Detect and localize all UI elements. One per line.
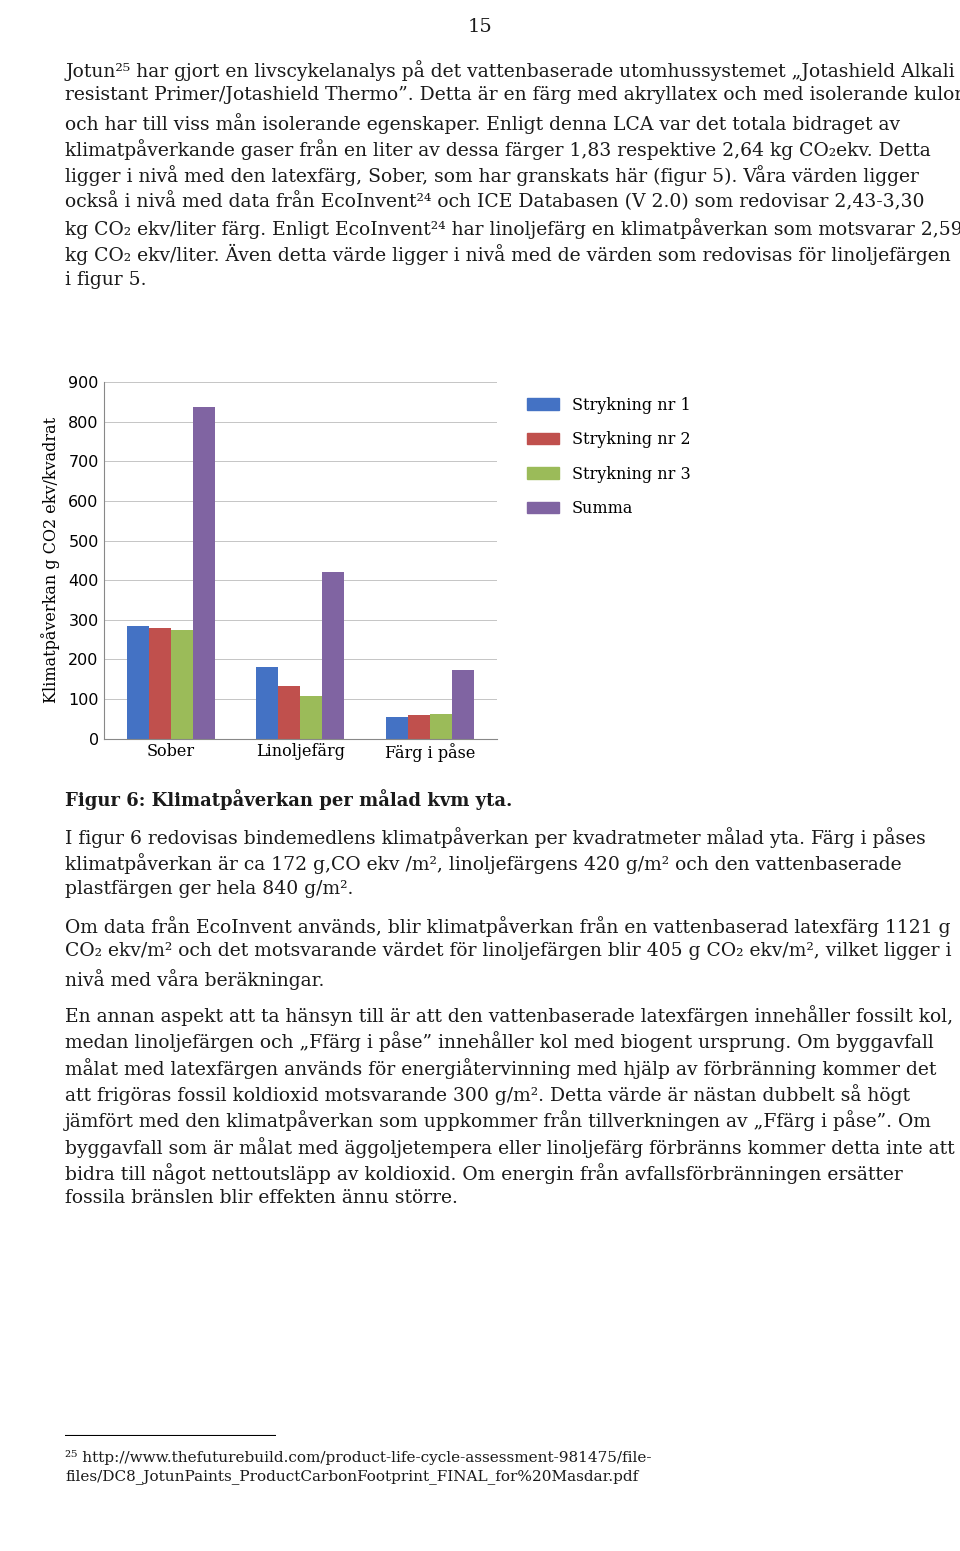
Text: också i nivå med data från EcoInvent²⁴ och ICE Databasen (V 2.0) som redovisar 2: också i nivå med data från EcoInvent²⁴ o…: [65, 192, 924, 211]
Bar: [127, 625, 149, 738]
Text: medan linoljefärgen och „Ffärg i påse” innehåller kol med biogent ursprung. Om b: medan linoljefärgen och „Ffärg i påse” i…: [65, 1031, 934, 1052]
Text: bidra till något nettoutsläpp av koldioxid. Om energin från avfallsförbränningen: bidra till något nettoutsläpp av koldiox…: [65, 1163, 903, 1183]
Bar: [323, 572, 345, 738]
Text: CO₂ ekv/m² och det motsvarande värdet för linoljefärgen blir 405 g CO₂ ekv/m², v: CO₂ ekv/m² och det motsvarande värdet fö…: [65, 943, 951, 960]
Text: jämfört med den klimatpåverkan som uppkommer från tillverkningen av „Ffärg i pås: jämfört med den klimatpåverkan som uppko…: [65, 1111, 932, 1131]
Legend: Strykning nr 1, Strykning nr 2, Strykning nr 3, Summa: Strykning nr 1, Strykning nr 2, Stryknin…: [521, 391, 697, 524]
Text: resistant Primer/Jotashield Thermo”. Detta är en färg med akryllatex och med iso: resistant Primer/Jotashield Thermo”. Det…: [65, 87, 960, 104]
Text: klimatpåverkande gaser från en liter av dessa färger 1,83 respektive 2,64 kg CO₂: klimatpåverkande gaser från en liter av …: [65, 140, 931, 160]
Bar: [171, 630, 193, 738]
Text: ligger i nivå med den latexfärg, Sober, som har granskats här (figur 5). Våra vä: ligger i nivå med den latexfärg, Sober, …: [65, 166, 919, 186]
Bar: [149, 628, 171, 738]
Bar: [300, 696, 323, 738]
Bar: [408, 715, 430, 738]
Text: byggavfall som är målat med äggoljetempera eller linoljefärg förbränns kommer de: byggavfall som är målat med äggoljetempe…: [65, 1137, 955, 1157]
Text: 15: 15: [468, 19, 492, 36]
Text: Om data från EcoInvent används, blir klimatpåverkan från en vattenbaserad latexf: Om data från EcoInvent används, blir kli…: [65, 917, 950, 937]
Y-axis label: Klimatpåverkan g CO2 ekv/kvadrat: Klimatpåverkan g CO2 ekv/kvadrat: [41, 417, 60, 704]
Text: Figur 6: Klimatpåverkan per målad kvm yta.: Figur 6: Klimatpåverkan per målad kvm yt…: [65, 789, 513, 810]
Text: målat med latexfärgen används för energiåtervinning med hjälp av förbränning kom: målat med latexfärgen används för energi…: [65, 1058, 937, 1078]
Text: och har till viss mån isolerande egenskaper. Enligt denna LCA var det totala bid: och har till viss mån isolerande egenska…: [65, 113, 900, 133]
Text: En annan aspekt att ta hänsyn till är att den vattenbaserade latexfärgen innehål: En annan aspekt att ta hänsyn till är at…: [65, 1005, 953, 1025]
Text: klimatpåverkan är ca 172 g,CO ekv /m², linoljefärgens 420 g/m² och den vattenbas: klimatpåverkan är ca 172 g,CO ekv /m², l…: [65, 853, 901, 875]
Text: i figur 5.: i figur 5.: [65, 270, 147, 288]
Text: I figur 6 redovisas bindemedlens klimatpåverkan per kvadratmeter målad yta. Färg: I figur 6 redovisas bindemedlens klimatp…: [65, 827, 926, 848]
Bar: [256, 667, 278, 738]
Bar: [452, 670, 474, 738]
Text: ²⁵ http://www.thefuturebuild.com/product-life-cycle-assessment-981475/file-: ²⁵ http://www.thefuturebuild.com/product…: [65, 1450, 652, 1466]
Text: files/DC8_JotunPaints_ProductCarbonFootprint_FINAL_for%20Masdar.pdf: files/DC8_JotunPaints_ProductCarbonFootp…: [65, 1469, 638, 1484]
Bar: [278, 686, 300, 738]
Bar: [430, 713, 452, 738]
Text: nivå med våra beräkningar.: nivå med våra beräkningar.: [65, 969, 324, 990]
Bar: [386, 717, 408, 738]
Text: Jotun²⁵ har gjort en livscykelanalys på det vattenbaserade utomhussystemet „Jota: Jotun²⁵ har gjort en livscykelanalys på …: [65, 60, 955, 81]
Bar: [193, 406, 215, 738]
Text: fossila bränslen blir effekten ännu större.: fossila bränslen blir effekten ännu stör…: [65, 1190, 458, 1207]
Text: att frigöras fossil koldioxid motsvarande 300 g/m². Detta värde är nästan dubbel: att frigöras fossil koldioxid motsvarand…: [65, 1084, 910, 1104]
Text: kg CO₂ ekv/liter. Även detta värde ligger i nivå med de värden som redovisas för: kg CO₂ ekv/liter. Även detta värde ligge…: [65, 244, 951, 265]
Text: plastfärgen ger hela 840 g/m².: plastfärgen ger hela 840 g/m².: [65, 879, 353, 898]
Text: kg CO₂ ekv/liter färg. Enligt EcoInvent²⁴ har linoljefärg en klimatpåverkan som : kg CO₂ ekv/liter färg. Enligt EcoInvent²…: [65, 219, 960, 239]
